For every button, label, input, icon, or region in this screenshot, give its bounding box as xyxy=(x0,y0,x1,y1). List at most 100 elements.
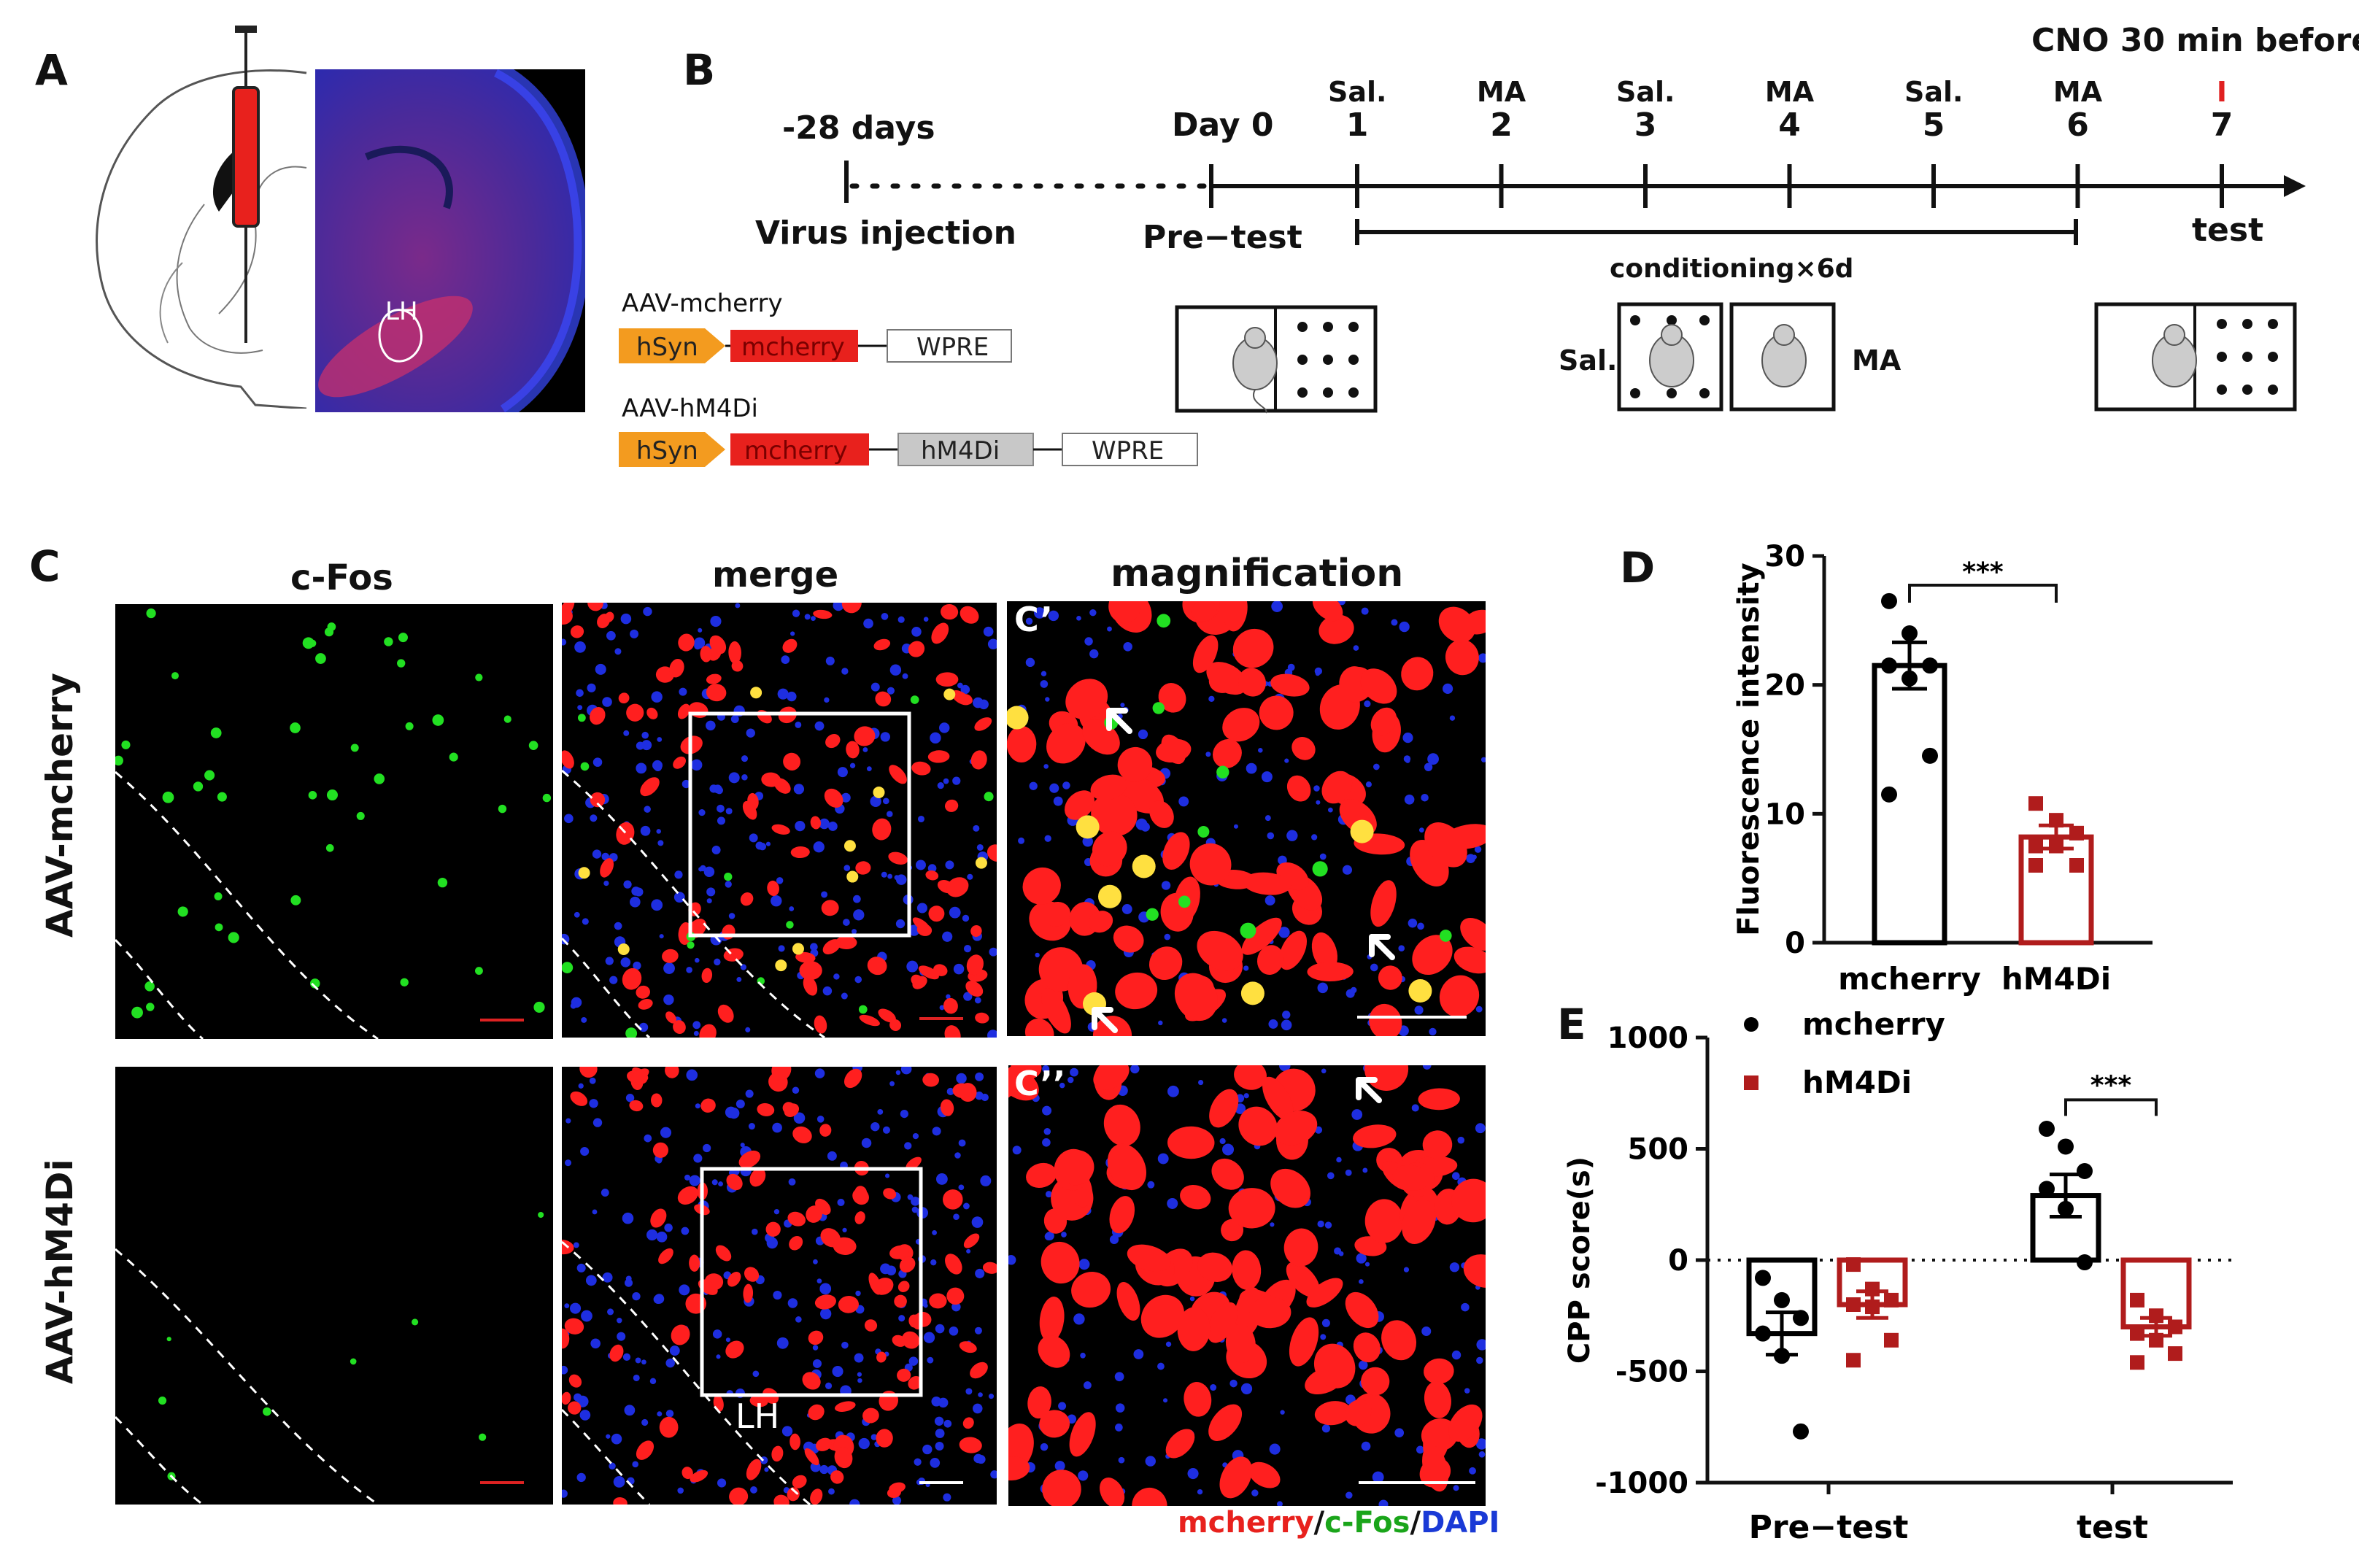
y-tick-label: 30 xyxy=(1764,540,1805,573)
data-point-hM4Di xyxy=(2069,825,2084,841)
image-merge-hm4di xyxy=(562,1067,997,1505)
image-magnification-hm4di xyxy=(1008,1065,1486,1506)
data-point-mcherry xyxy=(1881,786,1897,803)
ma-box-label: MA xyxy=(1852,344,1902,376)
lh-label: LH xyxy=(736,1397,780,1436)
data-point-mcherry xyxy=(1793,1423,1809,1440)
construct-1-promoter: hSyn xyxy=(636,333,698,362)
image-merge-mcherry xyxy=(562,603,997,1038)
construct-2-mcherry: mcherry xyxy=(744,436,848,466)
brain-atlas-diagram xyxy=(96,26,307,409)
significance-label: *** xyxy=(1962,557,2004,587)
legend-mcherry: mcherry xyxy=(1178,1506,1314,1540)
image-magnification-mcherry xyxy=(1007,601,1486,1036)
data-point-mcherry xyxy=(2058,1200,2074,1217)
data-point-hM4Di xyxy=(1846,1297,1861,1312)
day-number-7: 7 xyxy=(2210,107,2233,144)
day-number-5: 5 xyxy=(1922,107,1945,144)
day-number-3: 3 xyxy=(1634,107,1657,144)
construct-2-hm4di: hM4Di xyxy=(921,436,1000,466)
image-cfos-mcherry xyxy=(115,604,553,1039)
construct-2-promoter: hSyn xyxy=(636,436,698,466)
data-point-hM4Di xyxy=(1846,1353,1861,1368)
minus28-days-label: -28 days xyxy=(782,109,935,147)
panel-label-e: E xyxy=(1557,1000,1586,1049)
data-point-mcherry xyxy=(1922,747,1938,764)
region-label-lh: LH xyxy=(385,297,418,326)
pretest-label: Pre−test xyxy=(1143,219,1302,256)
day-number-4: 4 xyxy=(1778,107,1801,144)
data-point-mcherry xyxy=(2058,1138,2074,1155)
significance-bracket xyxy=(1908,584,2058,603)
timeline-day-ticks xyxy=(1355,164,2224,208)
day-treatment-1: Sal. xyxy=(1328,76,1387,108)
conditioning-label: conditioning×6d xyxy=(1610,254,1854,284)
day-number-1: 1 xyxy=(1345,107,1369,144)
data-point-hM4Di xyxy=(1846,1257,1861,1272)
y-tick-label: 0 xyxy=(1668,1244,1688,1278)
data-point-mcherry xyxy=(1902,625,1918,641)
day-treatment-3: Sal. xyxy=(1616,76,1675,108)
virus-injection-label: Virus injection xyxy=(755,215,1016,252)
data-point-hM4Di xyxy=(1884,1292,1899,1308)
data-point-hM4Di xyxy=(2028,796,2043,811)
day-treatment-2: MA xyxy=(1476,76,1526,108)
data-point-mcherry xyxy=(1881,657,1897,674)
panel-label-a: A xyxy=(35,45,68,95)
col-title-cfos: c-Fos xyxy=(290,557,393,598)
col-title-merge: merge xyxy=(712,555,839,595)
data-point-hM4Di xyxy=(2149,1308,2163,1324)
cno-marker: I xyxy=(2216,76,2228,108)
day-number-2: 2 xyxy=(1490,107,1513,144)
legend-label-mcherry: mcherry xyxy=(1802,1007,1945,1042)
bar-hM4Di xyxy=(2018,834,2094,946)
data-point-mcherry xyxy=(1774,1348,1790,1364)
sal-box-label: Sal. xyxy=(1559,344,1618,376)
legend-sep-2: / xyxy=(1410,1506,1421,1540)
data-point-hM4Di xyxy=(2028,838,2043,854)
col-title-magnification: magnification xyxy=(1111,552,1404,595)
data-point-mcherry xyxy=(2039,1121,2055,1138)
data-point-mcherry xyxy=(1755,1325,1771,1342)
bar-mcherry xyxy=(1872,663,1947,946)
x-tick-label: test xyxy=(2077,1509,2148,1546)
data-point-mcherry xyxy=(2039,1181,2055,1197)
legend-marker-mcherry xyxy=(1744,1017,1758,1032)
y-axis-label: CPP score(s) xyxy=(1563,1156,1597,1364)
construct-2-name: AAV-hM4Di xyxy=(622,394,758,423)
y-tick-label: 10 xyxy=(1764,797,1805,831)
day0-label: Day 0 xyxy=(1172,107,1274,144)
y-tick-label: 20 xyxy=(1764,669,1805,703)
y-tick-label: 0 xyxy=(1785,927,1805,960)
timeline xyxy=(844,161,2306,245)
test-label: test xyxy=(2192,212,2264,249)
day-treatment-5: Sal. xyxy=(1904,76,1964,108)
image-cfos-hm4di xyxy=(115,1067,553,1505)
inset-label-c2: C’’ xyxy=(1014,1064,1066,1103)
data-point-mcherry xyxy=(2077,1254,2093,1271)
legend-label-hM4Di: hM4Di xyxy=(1802,1065,1912,1100)
construct-1-name: AAV-mcherry xyxy=(622,289,783,318)
data-point-mcherry xyxy=(2077,1163,2093,1179)
data-point-mcherry xyxy=(1793,1310,1809,1326)
merge-legend: mcherry/c-Fos/DAPI xyxy=(1178,1506,1499,1540)
cpp-box-ma xyxy=(1729,302,1836,412)
data-point-hM4Di xyxy=(2168,1319,2182,1335)
data-point-hM4Di xyxy=(1865,1281,1880,1297)
construct-1-wpre: WPRE xyxy=(916,333,989,362)
data-point-hM4Di xyxy=(2130,1292,2144,1308)
data-point-hM4Di xyxy=(1865,1299,1880,1315)
y-axis-label: Fluorescence intensity xyxy=(1732,563,1766,935)
data-point-hM4Di xyxy=(2069,858,2084,873)
significance-bracket xyxy=(2064,1098,2158,1116)
legend-dapi: DAPI xyxy=(1421,1506,1500,1540)
significance-label: *** xyxy=(2090,1070,2132,1100)
row-label-hm4di: AAV-hM4Di xyxy=(39,1159,81,1384)
cno-note: CNO 30 min before xyxy=(2031,22,2359,59)
construct-1-mcherry: mcherry xyxy=(741,333,845,362)
construct-2-wpre: WPRE xyxy=(1092,436,1165,466)
data-point-hM4Di xyxy=(2049,813,2063,828)
day-treatment-4: MA xyxy=(1764,76,1815,108)
data-point-mcherry xyxy=(1922,657,1938,674)
